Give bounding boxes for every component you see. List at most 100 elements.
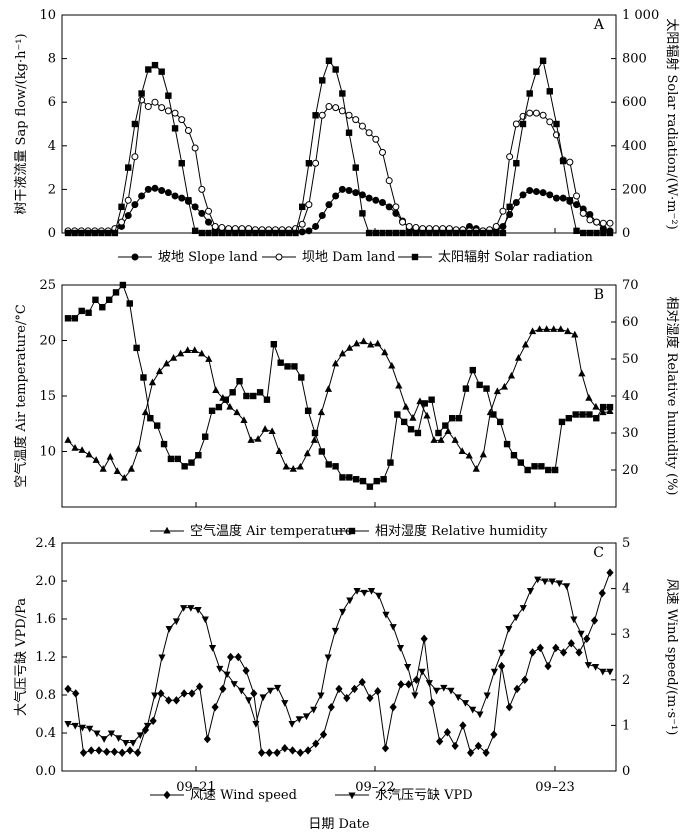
data-point bbox=[497, 418, 504, 426]
data-point bbox=[298, 220, 306, 228]
data-point bbox=[466, 229, 473, 237]
data-point bbox=[367, 587, 376, 595]
data-point bbox=[444, 427, 452, 435]
panel-a: 0 2 4 6 8 10 0 200 400 600 800 1 000 A 树干液流量 Sap flow… bbox=[14, 8, 680, 265]
data-point bbox=[343, 693, 351, 703]
data-point bbox=[205, 207, 213, 215]
data-point bbox=[265, 748, 273, 757]
data-point bbox=[242, 666, 250, 675]
data-point bbox=[157, 689, 165, 698]
data-point bbox=[105, 296, 113, 303]
data-point bbox=[399, 229, 406, 237]
right-tick-label: 1 bbox=[622, 718, 630, 733]
data-point bbox=[506, 153, 514, 161]
right-tick-label: 30 bbox=[622, 426, 639, 441]
data-point bbox=[184, 346, 192, 354]
legend-marker bbox=[163, 526, 171, 534]
right-tick-label: 4 bbox=[622, 582, 630, 597]
data-point bbox=[169, 354, 178, 361]
data-point bbox=[252, 720, 260, 728]
data-point bbox=[472, 465, 480, 472]
data-point bbox=[100, 736, 108, 743]
data-point bbox=[435, 429, 442, 437]
data-point bbox=[71, 443, 79, 451]
data-point bbox=[499, 229, 507, 237]
data-point bbox=[133, 344, 140, 352]
data-point bbox=[263, 396, 271, 403]
data-point bbox=[442, 422, 449, 429]
data-point bbox=[310, 706, 318, 714]
data-point bbox=[573, 227, 580, 235]
data-point bbox=[113, 467, 121, 474]
series-2 bbox=[64, 96, 614, 235]
data-point bbox=[359, 210, 366, 217]
data-point bbox=[250, 689, 258, 698]
data-point bbox=[526, 109, 534, 117]
data-point bbox=[335, 684, 343, 694]
y-axis-label: 大气压亏缺 VPD/Pa bbox=[13, 598, 29, 716]
data-point bbox=[325, 57, 333, 64]
data-point bbox=[177, 349, 185, 357]
data-point bbox=[319, 730, 328, 739]
data-point bbox=[119, 281, 127, 289]
data-point bbox=[534, 576, 542, 584]
data-point bbox=[136, 732, 144, 740]
data-point bbox=[278, 229, 286, 237]
data-point bbox=[387, 459, 394, 466]
left-tick-label: 8 bbox=[48, 52, 56, 67]
data-point bbox=[158, 654, 166, 662]
data-point bbox=[325, 201, 333, 209]
data-point bbox=[304, 746, 312, 755]
data-point bbox=[232, 229, 239, 237]
data-point bbox=[245, 229, 252, 237]
left-tick-label: 0.0 bbox=[35, 764, 56, 779]
data-point bbox=[378, 148, 386, 156]
data-point bbox=[191, 346, 199, 354]
data-point bbox=[215, 403, 223, 411]
data-point bbox=[198, 209, 206, 217]
data-point bbox=[559, 194, 567, 202]
right-tick-label: 0 bbox=[622, 226, 630, 241]
data-point bbox=[507, 371, 516, 379]
data-point bbox=[432, 687, 441, 695]
data-point bbox=[151, 61, 159, 69]
data-point bbox=[268, 427, 276, 435]
data-point bbox=[498, 649, 506, 657]
data-point bbox=[64, 436, 72, 443]
data-point bbox=[455, 415, 463, 422]
data-point bbox=[122, 739, 130, 747]
panel-c: 0.0 0.4 0.8 1.2 1.6 2.0 2.4 0 1 2 3 4 5 C 大气压亏缺 VPD/Pa… bbox=[13, 536, 679, 803]
series-1 bbox=[64, 184, 614, 236]
left-tick-label: 4 bbox=[48, 139, 56, 154]
data-point bbox=[305, 227, 313, 235]
data-point bbox=[519, 191, 527, 199]
data-point bbox=[312, 222, 320, 230]
data-point bbox=[521, 675, 529, 684]
legend-marker bbox=[275, 253, 283, 261]
left-tick-label: 10 bbox=[39, 8, 56, 23]
data-point bbox=[188, 459, 195, 466]
data-point bbox=[552, 643, 560, 653]
legend: 坡地 Slope land 坝地 Dam land 太阳辐射 Solar radia… bbox=[118, 249, 594, 265]
data-point bbox=[541, 578, 549, 586]
data-point bbox=[486, 229, 493, 237]
legend-label: 坡地 Slope land bbox=[158, 250, 258, 265]
right-tick-label: 60 bbox=[622, 315, 639, 330]
data-point bbox=[584, 662, 592, 669]
data-point bbox=[318, 111, 326, 119]
data-point bbox=[180, 605, 188, 612]
data-point bbox=[600, 229, 607, 237]
data-point bbox=[350, 684, 359, 694]
data-point bbox=[312, 159, 320, 167]
data-point bbox=[375, 592, 383, 600]
legend-label: 风速 Wind speed bbox=[190, 788, 297, 803]
data-point bbox=[517, 459, 525, 466]
data-point bbox=[191, 227, 199, 235]
data-point bbox=[302, 713, 311, 721]
data-point bbox=[564, 327, 572, 335]
data-point bbox=[203, 734, 211, 744]
panel-letter: C bbox=[593, 545, 604, 561]
data-point bbox=[580, 229, 587, 237]
data-point bbox=[272, 229, 279, 237]
